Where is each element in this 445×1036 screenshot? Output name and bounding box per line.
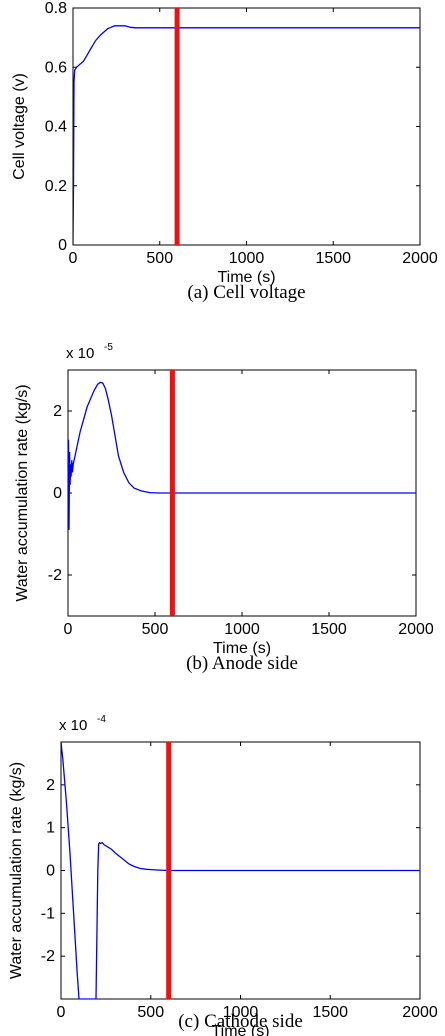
x-tick-label: 500 [146,250,173,267]
y-tick-label: 0.4 [45,119,67,136]
series-line [68,381,416,530]
series-group [61,742,420,999]
axis-multiplier-exponent: -5 [104,342,113,353]
panel-caption: (b) Anode side [186,653,298,674]
x-tick-label: 1000 [223,1004,259,1021]
series-group [68,370,416,616]
series-line [73,25,420,245]
x-tick-label: 2000 [398,621,434,638]
panel-cathode-side: 0 500 1000 1500 2000 -2 -1 0 1 2 Time (s) Water acc… [8,714,438,1036]
panel-anode-side: 0 500 1000 1500 2000 -2 0 2 Time (s) Water accumu… [14,342,434,674]
y-tick-label: 1 [46,820,55,837]
panel-caption: (a) Cell voltage [187,282,305,303]
x-tick-label: 0 [57,1004,66,1021]
y-tick-label: 0.2 [45,178,67,195]
y-tick-label: 0 [58,237,67,254]
y-axis-label: Water accumulation rate (kg/s) [8,762,25,979]
x-tick-label: 1000 [224,621,260,638]
y-tick-label: -2 [41,948,55,965]
y-tick-label: 0.6 [45,59,67,76]
panel-caption: (c) Cathode side [178,1011,303,1032]
y-axis-label: Water accumulation rate (kg/s) [14,384,31,601]
y-tick-label: -2 [48,567,62,584]
x-axis-label: Time (s) [211,1023,269,1036]
x-tick-label: 500 [137,1004,164,1021]
y-tick-label: 0 [46,863,55,880]
plot-frame [72,7,421,246]
panel-cell-voltage: 0 500 1000 1500 2000 0 0.2 0.4 0.6 0.8 Time (s) Cel… [11,0,438,303]
x-tick-label: 2000 [402,250,438,267]
x-tick-label: 1500 [315,250,351,267]
y-tick-label: -1 [41,905,55,922]
x-axis-label: Time (s) [213,640,271,657]
axis-multiplier: x 10 [59,717,87,734]
x-tick-label: 0 [69,250,78,267]
x-axis-label: Time (s) [217,269,275,286]
x-tick-label: 0 [64,621,73,638]
x-tick-label: 1000 [229,250,265,267]
series-group [73,8,420,245]
x-tick-label: 1500 [312,1004,348,1021]
x-tick-label: 500 [142,621,169,638]
y-tick-label: 0 [53,485,62,502]
y-axis-label: Cell voltage (v) [11,73,28,180]
y-tick-label: 0.8 [45,0,67,17]
x-tick-label: 1500 [311,621,347,638]
axis-multiplier-exponent: -4 [97,714,106,725]
series-line [61,742,420,999]
x-tick-label: 2000 [402,1004,438,1021]
axis-multiplier: x 10 [66,345,94,362]
y-tick-label: 2 [53,403,62,420]
y-tick-label: 2 [46,777,55,794]
